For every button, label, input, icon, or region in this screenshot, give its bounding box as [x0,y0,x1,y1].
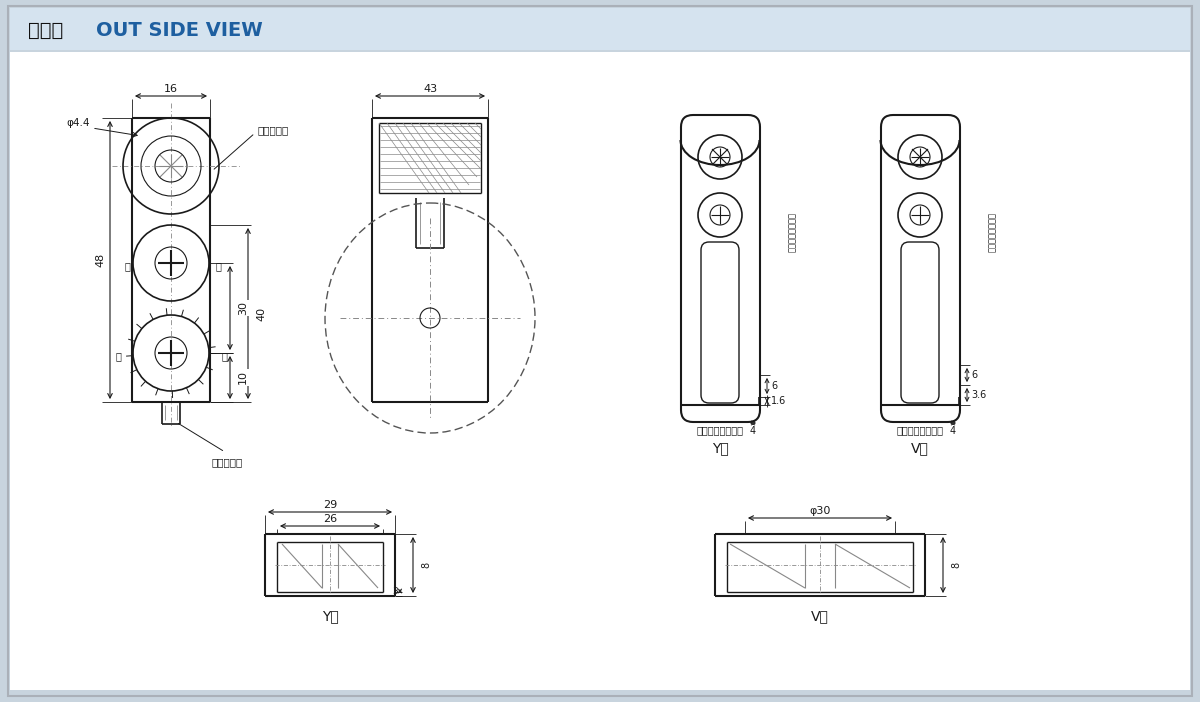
FancyBboxPatch shape [682,115,760,422]
Text: 43: 43 [422,84,437,94]
Text: 外形図: 外形図 [28,20,64,39]
FancyBboxPatch shape [881,115,960,422]
Text: V型: V型 [811,609,829,623]
Text: 16: 16 [164,84,178,94]
Text: 6: 6 [772,381,778,391]
Text: 左: 左 [115,351,121,361]
Text: 上下用ねじ: 上下用ねじ [257,125,288,135]
Text: 上: 上 [124,261,130,271]
Bar [10,8,1190,50]
Text: 8: 8 [421,562,431,568]
Text: （上下調整範囲）: （上下調整範囲） [787,213,797,253]
Text: 左右用ギヤ: 左右用ギヤ [211,457,242,467]
Text: OUT SIDE VIEW: OUT SIDE VIEW [96,20,263,39]
Text: 6: 6 [971,370,977,380]
Text: 29: 29 [323,500,337,510]
Text: 8: 8 [952,562,961,568]
Text: 下: 下 [215,261,221,271]
Text: 48: 48 [95,253,106,267]
Text: 1.6: 1.6 [772,396,786,406]
Text: 30: 30 [238,301,248,315]
Text: 3: 3 [392,586,398,595]
Text: 4: 4 [950,426,956,436]
Text: （左右調整範囲）: （左右調整範囲） [896,425,943,435]
Text: 3.6: 3.6 [971,390,986,400]
Text: 4: 4 [750,426,756,436]
Text: φ30: φ30 [809,506,830,516]
Text: （左右調整範囲）: （左右調整範囲） [696,425,744,435]
FancyBboxPatch shape [701,242,739,403]
Text: φ4.4: φ4.4 [66,118,90,128]
Text: 10: 10 [238,371,248,385]
Text: Y型: Y型 [712,441,728,455]
Text: V型: V型 [911,441,929,455]
Text: Y型: Y型 [322,609,338,623]
Text: 26: 26 [323,514,337,524]
Text: （上下調整範囲）: （上下調整範囲） [988,213,996,253]
Text: 40: 40 [256,307,266,321]
Text: 右: 右 [221,351,227,361]
FancyBboxPatch shape [901,242,940,403]
